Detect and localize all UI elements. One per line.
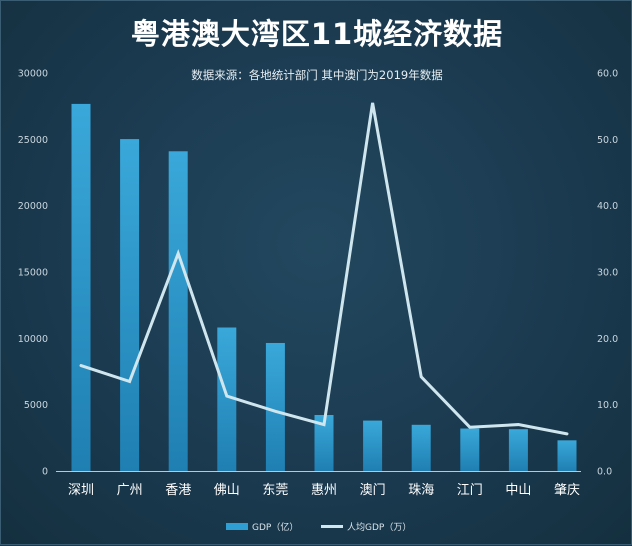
y-left-tick-label: 20000 xyxy=(18,201,48,212)
per-capita-gdp-line xyxy=(81,103,567,434)
bar-2 xyxy=(120,139,139,471)
bar-5 xyxy=(266,343,285,471)
x-tick-label: 中山 xyxy=(505,483,531,498)
x-tick-label: 深圳 xyxy=(68,483,94,498)
y-left-tick-label: 0 xyxy=(42,467,48,478)
y-left-tick-label: 30000 xyxy=(18,69,48,80)
legend-bar-swatch xyxy=(226,523,248,530)
x-tick-label: 江门 xyxy=(457,483,483,498)
y-left-tick-label: 25000 xyxy=(18,135,48,146)
y-left-tick-label: 5000 xyxy=(24,400,48,411)
x-tick-label: 珠海 xyxy=(408,483,434,498)
y-left-tick-label: 10000 xyxy=(18,334,48,345)
y-right-tick-label: 10.0 xyxy=(597,400,618,411)
bar-7 xyxy=(363,421,382,471)
y-right-tick-label: 20.0 xyxy=(597,334,618,345)
legend-line-label: 人均GDP（万） xyxy=(347,521,411,533)
bar-8 xyxy=(412,425,431,471)
x-tick-label: 澳门 xyxy=(360,482,386,498)
bar-10 xyxy=(509,429,528,471)
x-tick-label: 香港 xyxy=(165,483,191,498)
y-left-tick-label: 15000 xyxy=(18,268,48,279)
x-tick-label: 佛山 xyxy=(214,483,240,498)
y-right-tick-label: 30.0 xyxy=(597,268,618,279)
x-tick-label: 广州 xyxy=(117,483,143,498)
x-tick-label: 东莞 xyxy=(262,483,288,498)
legend-bar-label: GDP（亿） xyxy=(252,521,298,533)
bar-9 xyxy=(460,429,479,471)
bar-3 xyxy=(169,151,188,471)
y-right-tick-label: 50.0 xyxy=(597,135,618,146)
x-tick-label: 肇庆 xyxy=(554,483,580,498)
y-right-tick-label: 0.0 xyxy=(597,467,612,478)
bar-11 xyxy=(558,440,577,471)
y-right-tick-label: 40.0 xyxy=(597,201,618,212)
y-right-tick-label: 60.0 xyxy=(597,69,618,80)
bar-1 xyxy=(72,104,91,471)
x-tick-label: 惠州 xyxy=(311,483,337,498)
